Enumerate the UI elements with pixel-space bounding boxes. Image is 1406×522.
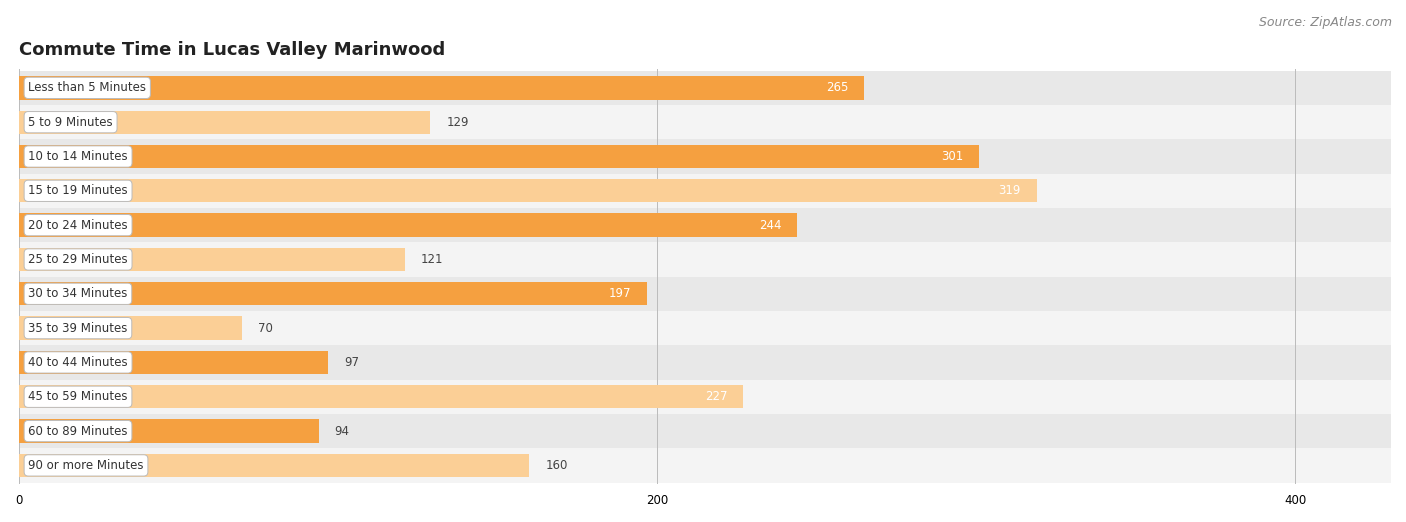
Text: 10 to 14 Minutes: 10 to 14 Minutes <box>28 150 128 163</box>
Text: 94: 94 <box>335 424 350 437</box>
Text: 244: 244 <box>759 219 782 232</box>
Text: 30 to 34 Minutes: 30 to 34 Minutes <box>28 287 128 300</box>
Bar <box>18 145 980 168</box>
Text: 35 to 39 Minutes: 35 to 39 Minutes <box>28 322 128 335</box>
Bar <box>18 213 797 237</box>
Bar <box>18 277 1391 311</box>
Text: 160: 160 <box>546 459 568 472</box>
Bar <box>18 242 1391 277</box>
Text: 40 to 44 Minutes: 40 to 44 Minutes <box>28 356 128 369</box>
Text: 25 to 29 Minutes: 25 to 29 Minutes <box>28 253 128 266</box>
Text: 15 to 19 Minutes: 15 to 19 Minutes <box>28 184 128 197</box>
Text: 20 to 24 Minutes: 20 to 24 Minutes <box>28 219 128 232</box>
Bar <box>18 311 1391 345</box>
Bar <box>18 448 1391 482</box>
Text: 227: 227 <box>704 390 727 404</box>
Bar <box>18 419 319 443</box>
Bar <box>18 316 242 340</box>
Text: 129: 129 <box>446 116 468 129</box>
Text: 97: 97 <box>344 356 359 369</box>
Bar <box>18 179 1036 203</box>
Text: Commute Time in Lucas Valley Marinwood: Commute Time in Lucas Valley Marinwood <box>18 41 444 59</box>
Text: 319: 319 <box>998 184 1021 197</box>
Text: Less than 5 Minutes: Less than 5 Minutes <box>28 81 146 94</box>
Bar <box>18 248 405 271</box>
Bar <box>18 345 1391 379</box>
Text: 90 or more Minutes: 90 or more Minutes <box>28 459 143 472</box>
Bar <box>18 174 1391 208</box>
Text: Source: ZipAtlas.com: Source: ZipAtlas.com <box>1258 16 1392 29</box>
Bar <box>18 379 1391 414</box>
Bar <box>18 385 744 408</box>
Bar <box>18 105 1391 139</box>
Bar <box>18 282 647 305</box>
Bar <box>18 139 1391 174</box>
Text: 70: 70 <box>259 322 273 335</box>
Bar <box>18 208 1391 242</box>
Text: 45 to 59 Minutes: 45 to 59 Minutes <box>28 390 128 404</box>
Text: 60 to 89 Minutes: 60 to 89 Minutes <box>28 424 128 437</box>
Bar <box>18 351 328 374</box>
Bar <box>18 70 1391 105</box>
Text: 301: 301 <box>941 150 963 163</box>
Bar <box>18 111 430 134</box>
Bar <box>18 454 529 477</box>
Text: 5 to 9 Minutes: 5 to 9 Minutes <box>28 116 112 129</box>
Text: 197: 197 <box>609 287 631 300</box>
Text: 265: 265 <box>827 81 848 94</box>
Bar <box>18 414 1391 448</box>
Text: 121: 121 <box>420 253 443 266</box>
Bar <box>18 76 865 100</box>
